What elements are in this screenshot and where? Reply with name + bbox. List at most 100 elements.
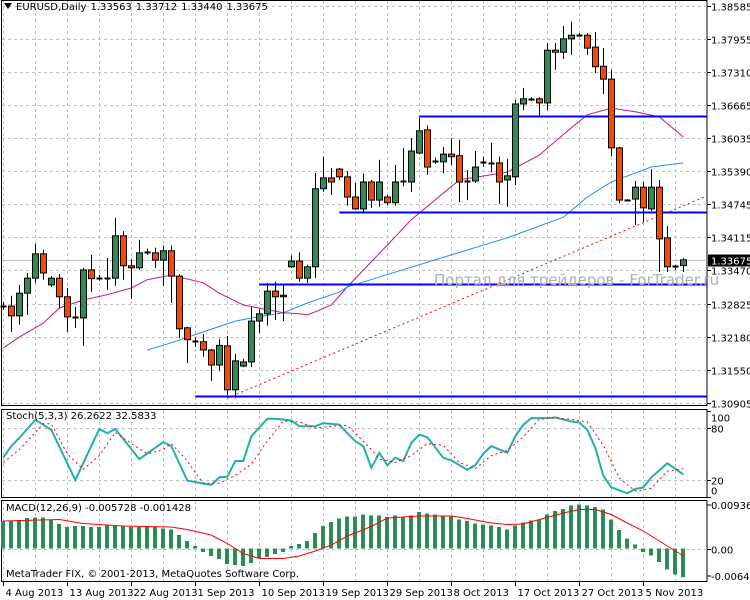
candle-body bbox=[424, 129, 431, 168]
candle bbox=[640, 182, 647, 222]
candle bbox=[280, 284, 287, 322]
price-axis-label: 1.37310 bbox=[711, 69, 750, 80]
macd-histogram-bar bbox=[481, 524, 485, 549]
macd-histogram-bar bbox=[193, 546, 197, 549]
candle bbox=[632, 180, 639, 225]
candle-body bbox=[88, 269, 95, 280]
date-axis-label: 5 Nov 2013 bbox=[646, 588, 704, 599]
candle-body bbox=[112, 235, 119, 279]
candle-body bbox=[448, 153, 455, 158]
macd-histogram-bar bbox=[433, 514, 437, 549]
candle bbox=[408, 138, 415, 192]
candle-body bbox=[552, 49, 559, 53]
macd-histogram-bar bbox=[233, 548, 237, 565]
price-axis-label: 1.32180 bbox=[711, 334, 750, 345]
date-axis-label: 10 Sep 2013 bbox=[262, 588, 325, 599]
candle-body bbox=[48, 277, 55, 286]
candle-body bbox=[160, 250, 167, 261]
current-price-label: 1.33675 bbox=[711, 257, 750, 268]
symbol-label: EURUSD,Daily bbox=[16, 2, 87, 13]
date-axis-label: 4 Aug 2013 bbox=[6, 588, 64, 599]
stochastic-signal-line bbox=[2, 417, 684, 492]
price-axis-label: 1.32825 bbox=[711, 301, 750, 312]
candle bbox=[88, 254, 95, 293]
macd-histogram-bar bbox=[489, 525, 493, 549]
price-axis-label: 1.34115 bbox=[711, 234, 750, 245]
candle-body bbox=[328, 177, 335, 183]
macd-axis-label: 0.009368 bbox=[711, 501, 750, 512]
macd-histogram-bar bbox=[145, 527, 149, 549]
candle-body bbox=[520, 98, 527, 105]
date-axis-label: 27 Oct 2013 bbox=[582, 588, 644, 599]
candle bbox=[128, 259, 135, 299]
macd-histogram-bar bbox=[57, 524, 61, 549]
candle bbox=[496, 156, 503, 204]
candle bbox=[160, 245, 167, 286]
candle bbox=[520, 87, 527, 111]
candle bbox=[624, 199, 631, 202]
triangle-down-icon[interactable] bbox=[4, 3, 12, 9]
candle bbox=[448, 138, 455, 165]
macd-histogram-bar bbox=[97, 527, 101, 549]
candle bbox=[56, 274, 63, 309]
candle bbox=[456, 140, 463, 203]
candle-body bbox=[32, 253, 39, 279]
candle bbox=[432, 157, 439, 164]
macd-histogram-bar bbox=[217, 548, 221, 559]
candle-body bbox=[600, 65, 607, 80]
macd-histogram-bar bbox=[449, 516, 453, 549]
macd-histogram-bar bbox=[49, 519, 53, 549]
candle bbox=[112, 217, 119, 286]
candle bbox=[48, 276, 55, 287]
candle bbox=[360, 173, 367, 214]
date-axis-label: 8 Oct 2013 bbox=[454, 588, 509, 599]
candle bbox=[536, 97, 543, 116]
candle-body bbox=[656, 186, 663, 240]
macd-histogram-bar bbox=[393, 515, 397, 549]
macd-histogram-bar bbox=[65, 527, 69, 549]
current-price-tag bbox=[708, 254, 750, 267]
price-axis-label: 1.36665 bbox=[711, 102, 750, 113]
date-axis-label: 29 Sep 2013 bbox=[390, 588, 453, 599]
candle bbox=[152, 247, 159, 268]
moving-average-line bbox=[147, 162, 684, 351]
macd-histogram-bar bbox=[553, 511, 557, 549]
candle-body bbox=[504, 175, 511, 181]
macd-histogram-bar bbox=[161, 528, 165, 549]
macd-histogram-bar bbox=[361, 514, 365, 549]
macd-histogram-bar bbox=[537, 519, 541, 549]
candle-body bbox=[664, 237, 671, 268]
macd-histogram-bar bbox=[625, 538, 629, 549]
candle bbox=[264, 282, 271, 326]
candle-body bbox=[232, 360, 239, 391]
macd-histogram-bar bbox=[105, 525, 109, 549]
candle-body bbox=[80, 269, 87, 319]
macd-histogram-bar bbox=[473, 523, 477, 549]
macd-histogram-bar bbox=[425, 513, 429, 549]
price-axis-label: 1.30905 bbox=[711, 400, 750, 411]
candle-body bbox=[200, 341, 207, 351]
macd-histogram-bar bbox=[505, 529, 509, 549]
candle-body bbox=[312, 188, 319, 268]
macd-histogram-bar bbox=[337, 518, 341, 549]
macd-histogram-bar bbox=[497, 527, 501, 549]
candle-body bbox=[368, 181, 375, 201]
low-value: 1.33440 bbox=[181, 2, 223, 13]
candle bbox=[296, 252, 303, 282]
macd-histogram-bar bbox=[441, 515, 445, 549]
macd-histogram-bar bbox=[561, 509, 565, 549]
main-pane-frame bbox=[1, 0, 708, 406]
candle bbox=[64, 287, 71, 332]
close-value: 1.33675 bbox=[226, 2, 268, 13]
candle-body bbox=[272, 290, 279, 298]
candle bbox=[584, 33, 591, 55]
candle-body bbox=[608, 78, 615, 149]
candle bbox=[216, 339, 223, 371]
macd-histogram-bar bbox=[465, 521, 469, 549]
candle-body bbox=[16, 292, 23, 317]
date-axis-label: 22 Aug 2013 bbox=[134, 588, 198, 599]
macd-histogram-bar bbox=[129, 527, 133, 549]
macd-histogram-bar bbox=[177, 535, 181, 549]
